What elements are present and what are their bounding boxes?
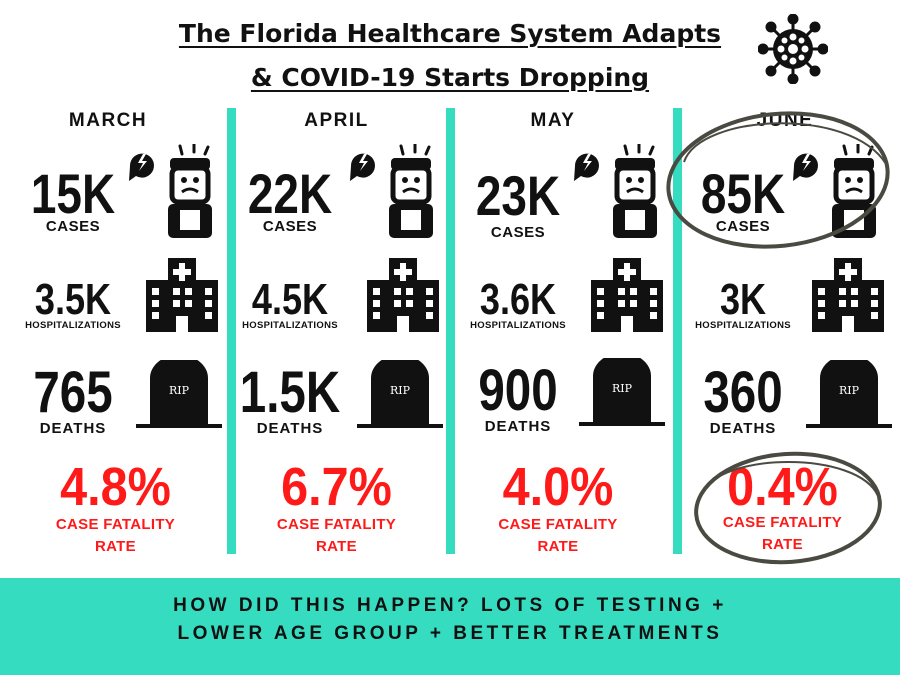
month-label: APRIL (304, 110, 369, 131)
hospitalizations-label: HOSPITALIZATIONS (25, 320, 121, 331)
deaths-value: 765 (33, 360, 113, 425)
cases-value: 85K (700, 162, 786, 225)
month-column-march: MARCH 15K CASES 3.5K HOSPITALIZATIONS 76… (8, 108, 223, 558)
cfr-label-line2: RATE (95, 538, 136, 555)
cfr-label: CASE FATALITY RATE (680, 512, 885, 556)
footer-line-2: LOWER AGE GROUP + BETTER TREATMENTS (177, 623, 723, 644)
cfr-value: 6.7% (281, 457, 392, 517)
hospitalizations-value: 3.5K (34, 275, 112, 324)
hospitalizations-value: 3K (719, 275, 767, 324)
cfr-label: CASE FATALITY RATE (453, 514, 663, 558)
cfr-value: 4.0% (502, 457, 614, 517)
rip-text: RIP (169, 384, 190, 397)
virus-icon (758, 14, 828, 84)
hospitalizations-value: 4.5K (251, 275, 329, 324)
hospitalizations-value: 3.6K (479, 275, 557, 324)
tombstone-icon: RIP (806, 360, 892, 428)
cases-label: CASES (262, 218, 318, 235)
cfr-label-line2: RATE (316, 538, 357, 555)
deaths-value: 900 (478, 358, 558, 423)
cfr-value: 4.8% (60, 457, 171, 517)
footer-line-1: HOW DID THIS HAPPEN? LOTS OF TESTING + (173, 595, 727, 616)
stressed-person-icon (793, 144, 876, 238)
cfr-value: 0.4% (727, 457, 838, 517)
hospital-icon (367, 258, 439, 332)
title-line-2: & COVID-19 Starts Dropping (250, 63, 650, 92)
cases-value: 15K (30, 162, 116, 225)
stressed-person-icon (574, 144, 657, 238)
column-divider (227, 108, 236, 554)
month-column-april: APRIL 22K CASES 4.5K HOSPITALIZATIONS 1.… (229, 108, 444, 558)
tombstone-icon: RIP (136, 360, 222, 428)
month-label: MARCH (68, 110, 148, 131)
cfr-label-line1: CASE FATALITY (498, 516, 618, 533)
cases-value: 23K (475, 164, 561, 227)
month-label: JUNE (756, 110, 814, 131)
deaths-label: DEATHS (709, 420, 777, 437)
hospital-icon (146, 258, 218, 332)
infographic-title: The Florida Healthcare System Adapts & C… (0, 12, 900, 100)
hospitalizations-label: HOSPITALIZATIONS (242, 320, 338, 331)
column-divider (446, 108, 455, 554)
cfr-label-line2: RATE (762, 536, 803, 553)
hospitalizations-label: HOSPITALIZATIONS (695, 320, 791, 331)
hospital-icon (591, 258, 663, 332)
title-line-1: The Florida Healthcare System Adapts (178, 19, 722, 48)
month-column-may: MAY 23K CASES 3.6K HOSPITALIZATIONS 900 … (453, 108, 668, 558)
cfr-label: CASE FATALITY RATE (8, 514, 223, 558)
cfr-label-line1: CASE FATALITY (722, 514, 843, 531)
cases-label: CASES (490, 224, 546, 241)
cases-label: CASES (715, 218, 771, 235)
footer-banner: HOW DID THIS HAPPEN? LOTS OF TESTING + L… (0, 578, 900, 675)
deaths-label: DEATHS (484, 418, 552, 435)
stressed-person-icon (350, 144, 433, 238)
deaths-label: DEATHS (39, 420, 107, 437)
rip-text: RIP (612, 382, 633, 395)
cfr-label-line1: CASE FATALITY (276, 516, 397, 533)
deaths-label: DEATHS (256, 420, 324, 437)
cfr-label-line1: CASE FATALITY (55, 516, 176, 533)
cases-value: 22K (247, 162, 333, 225)
rip-text: RIP (839, 384, 860, 397)
cfr-label: CASE FATALITY RATE (229, 514, 444, 558)
month-label: MAY (530, 110, 576, 131)
tombstone-icon: RIP (357, 360, 443, 428)
column-divider (673, 108, 682, 554)
tombstone-icon: RIP (579, 358, 665, 426)
rip-text: RIP (390, 384, 411, 397)
hospital-icon (812, 258, 884, 332)
hospitalizations-label: HOSPITALIZATIONS (470, 320, 566, 331)
cases-label: CASES (45, 218, 101, 235)
deaths-value: 1.5K (239, 360, 341, 425)
month-column-june: JUNE 85K CASES 3K HOSPITALIZATIONS 360 D… (680, 108, 895, 558)
stressed-person-icon (129, 144, 212, 238)
deaths-value: 360 (703, 360, 783, 425)
cfr-label-line2: RATE (537, 538, 579, 555)
